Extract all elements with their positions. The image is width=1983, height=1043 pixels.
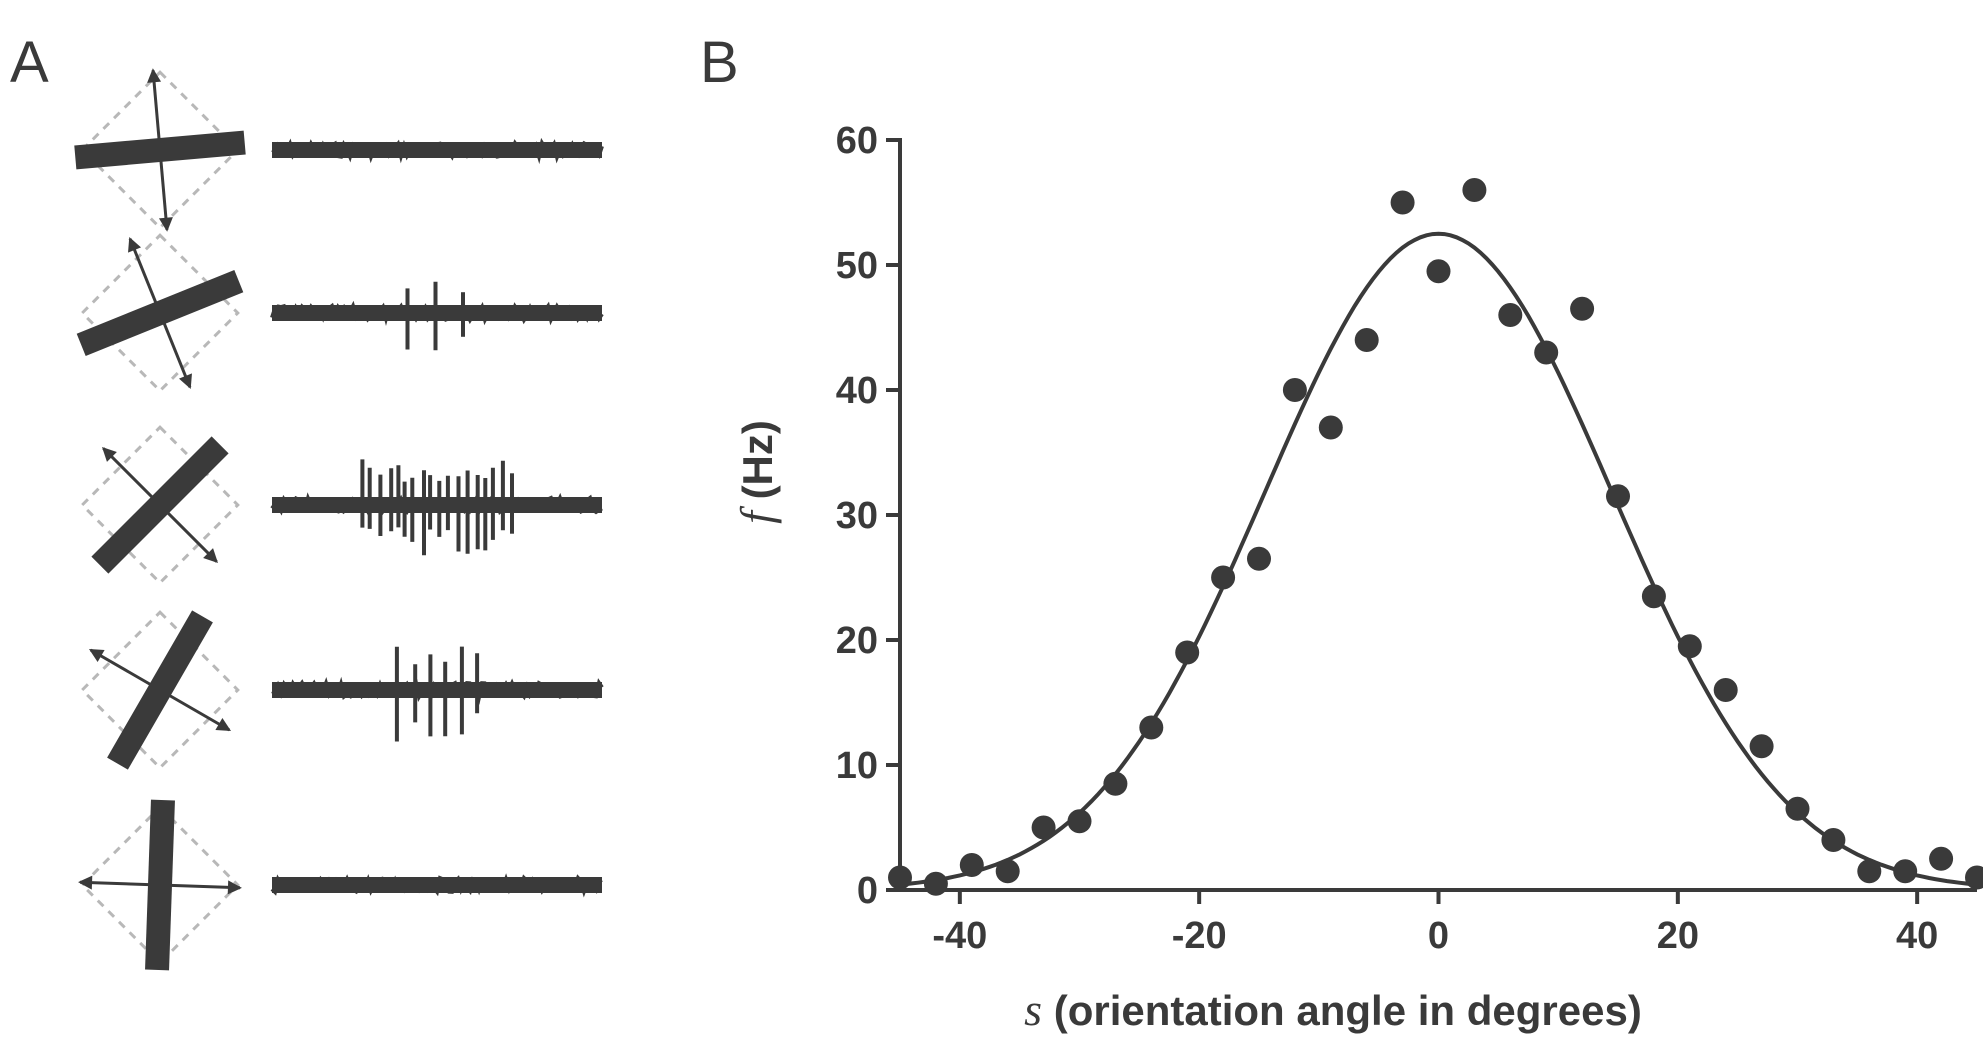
data-point [995,859,1020,884]
data-point [1247,546,1271,571]
x-tick-label: -40 [932,915,987,957]
gaussian-fit-curve [899,231,1978,887]
stimulus-row [80,610,604,770]
spike-trace-band [272,877,602,893]
data-point [1534,340,1559,365]
y-tick-label: 30 [836,495,878,537]
data-points-layer [888,178,1983,896]
x-axis-ticks: -40 -20 0 20 40 [932,890,1938,957]
panel-a-stimuli [74,68,604,971]
panel-a-label: A [10,30,49,95]
data-point [1498,303,1523,327]
bar-stimulus-icon [145,799,175,971]
x-axis-title: s (orientation angle in degrees) [1024,984,1642,1035]
data-point [1282,378,1307,402]
receptive-field-outline [80,805,240,965]
y-axis-text: (Hz) [734,420,781,511]
bar-stimulus-icon [76,270,244,356]
receptive-field-outline [80,70,240,230]
data-point [1175,640,1200,665]
data-point [1749,734,1774,759]
data-point [1570,296,1595,321]
data-point [888,865,912,890]
stimulus-row [80,425,603,585]
data-point [1893,859,1918,884]
data-point [1785,796,1810,821]
bar-stimulus-icon [91,436,229,574]
fit-curve-layer [899,231,1978,887]
stimulus-row [78,799,603,971]
data-point [1354,328,1379,352]
bar-stimulus-icon [74,130,246,170]
spike-trace-band [272,682,602,698]
chart-axes [898,138,1977,892]
y-tick-label: 50 [836,245,878,287]
data-point [959,853,984,877]
data-point [1641,584,1666,609]
x-axis-symbol: s [1024,984,1042,1035]
data-point [1965,865,1983,890]
data-point [1318,415,1343,440]
data-point [1390,190,1415,215]
data-point [1139,715,1164,740]
data-point [1713,678,1738,702]
x-tick-label: 40 [1896,915,1938,957]
y-tick-label: 10 [836,745,878,787]
y-tick-label: 20 [836,620,878,662]
data-point [1929,846,1954,871]
data-point [1067,809,1092,834]
stimulus-row [76,233,604,393]
data-point [1426,259,1451,284]
data-point [1211,565,1236,590]
spike-trace-band [272,142,602,158]
receptive-field-outline [80,233,240,393]
data-point [923,871,948,896]
data-point [1857,859,1882,884]
tuning-curve-chart: 0 10 20 30 40 50 60 -40 -20 0 20 40 s (orientation… [731,120,1983,1035]
x-tick-label: 20 [1657,915,1699,957]
y-tick-label: 40 [836,370,878,412]
data-point [1031,815,1056,840]
x-tick-label: -20 [1172,915,1227,957]
y-axis-ticks: 0 10 20 30 40 50 60 [836,120,900,912]
panel-b-label: B [700,30,739,95]
spike-trace-band [272,497,602,513]
x-axis-text: (orientation angle in degrees) [1042,987,1642,1034]
stimulus-row [74,68,604,232]
bar-stimulus-icon [107,610,213,770]
receptive-field-outline [80,610,240,770]
y-tick-label: 0 [857,870,878,912]
x-tick-label: 0 [1428,915,1449,957]
data-point [1103,771,1128,796]
data-point [1606,484,1630,509]
y-tick-label: 60 [836,120,878,162]
data-point [1462,178,1487,202]
data-point [1821,828,1846,852]
y-axis-title: f (Hz) [731,420,782,524]
data-point [1677,634,1702,659]
